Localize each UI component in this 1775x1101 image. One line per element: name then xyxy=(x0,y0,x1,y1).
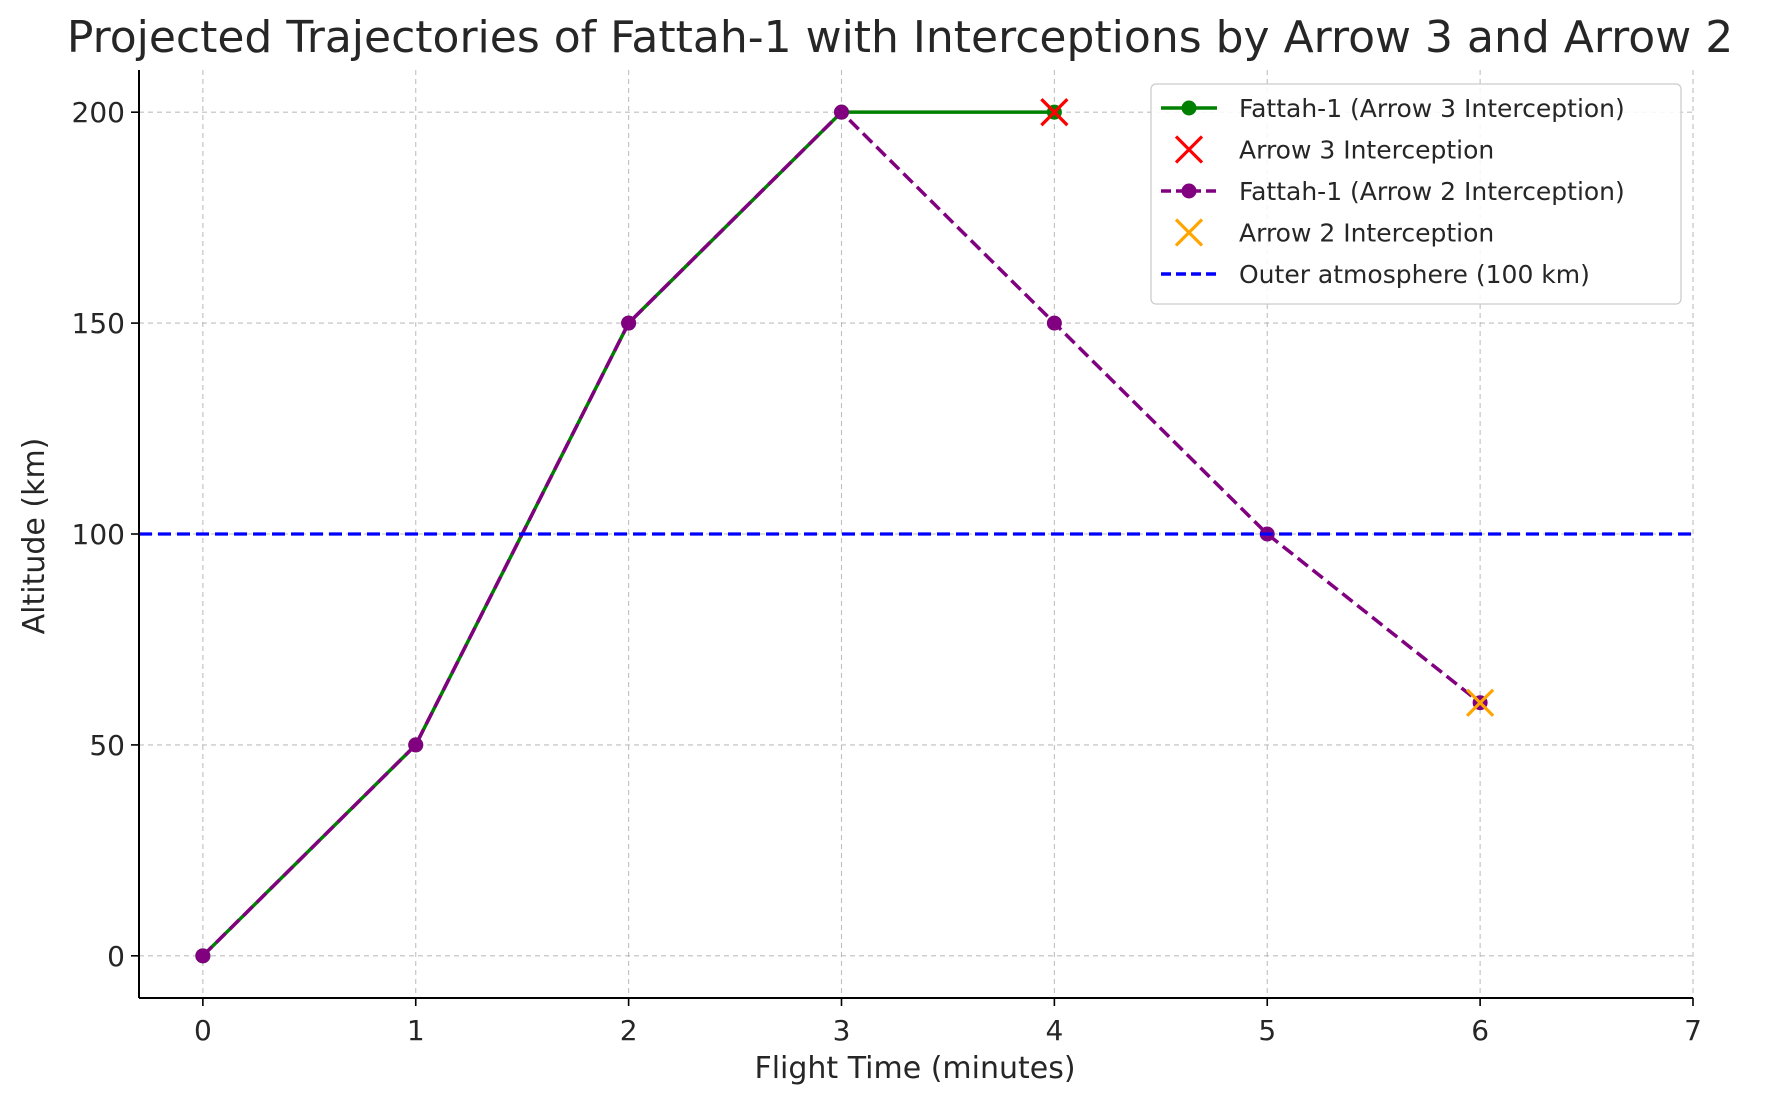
fattah-1-arrow-2-interception-point xyxy=(833,104,849,120)
axes: 0 1 2 3 4 5 6 7 0 50 100 150 200 xyxy=(72,70,1702,1047)
legend-label: Arrow 2 Interception xyxy=(1239,219,1494,248)
y-tick-label: 150 xyxy=(72,307,125,340)
y-axis-label: Altitude (km) xyxy=(17,438,52,635)
legend-label: Outer atmosphere (100 km) xyxy=(1239,260,1590,289)
y-tick-label: 100 xyxy=(72,518,125,551)
legend-label: Fattah-1 (Arrow 2 Interception) xyxy=(1239,177,1625,206)
fattah-1-arrow-2-interception-point xyxy=(408,737,424,753)
legend-marker-fattah-1-arrow-2-interception xyxy=(1181,183,1197,199)
legend-label: Arrow 3 Interception xyxy=(1239,136,1494,165)
x-tick-label: 7 xyxy=(1684,1014,1702,1047)
x-marker-stroke xyxy=(1040,98,1069,127)
x-tick-label: 5 xyxy=(1258,1014,1276,1047)
y-tick-label: 50 xyxy=(89,729,125,762)
legend-label: Fattah-1 (Arrow 3 Interception) xyxy=(1239,94,1625,123)
x-tick-label: 4 xyxy=(1045,1014,1063,1047)
fattah-1-arrow-2-interception-point xyxy=(621,315,637,331)
legend: Fattah-1 (Arrow 3 Interception) Arrow 3 I… xyxy=(1150,83,1682,305)
fattah-1-arrow-2-interception-point xyxy=(195,948,211,964)
legend-marker-fattah-1-arrow-3-interception xyxy=(1181,100,1197,116)
plot-area xyxy=(139,98,1693,964)
x-marker-stroke xyxy=(1174,218,1204,247)
x-tick-label: 3 xyxy=(833,1014,851,1047)
x-marker-stroke xyxy=(1465,688,1495,717)
x-axis-label: Flight Time (minutes) xyxy=(754,1051,1075,1086)
arrow-3-interception-marker xyxy=(1040,98,1069,127)
fattah-1-arrow-2-interception-point xyxy=(1046,315,1062,331)
x-tick-label: 0 xyxy=(194,1014,212,1047)
chart-title: Projected Trajectories of Fattah-1 with … xyxy=(67,12,1733,63)
legend-marker-arrow-3-interception xyxy=(1174,135,1204,164)
legend-box xyxy=(1150,83,1682,305)
x-tick-label: 1 xyxy=(407,1014,425,1047)
x-tick-label: 2 xyxy=(620,1014,638,1047)
arrow-2-interception-marker xyxy=(1465,688,1495,717)
y-tick-label: 200 xyxy=(72,96,125,129)
x-tick-label: 6 xyxy=(1471,1014,1489,1047)
y-tick-label: 0 xyxy=(107,940,125,973)
x-marker-stroke xyxy=(1174,135,1204,164)
legend-marker-arrow-2-interception xyxy=(1174,218,1204,247)
